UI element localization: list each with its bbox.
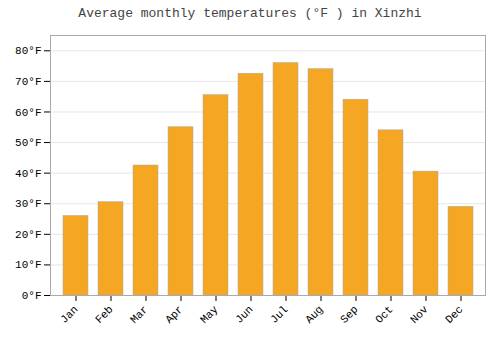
svg-text:Dec: Dec [443, 303, 465, 325]
svg-text:20°F: 20°F [15, 229, 41, 241]
html-text:Average monthly temperatures (: Average monthly temperatures (°F ) in Xi… [78, 6, 422, 21]
svg-text:Oct: Oct [373, 303, 395, 325]
svg-text:10°F: 10°F [15, 259, 41, 271]
svg-text:40°F: 40°F [15, 168, 41, 180]
svg-text:Jul: Jul [268, 303, 290, 325]
svg-text:Jan: Jan [58, 303, 80, 325]
svg-text:Jun: Jun [233, 303, 255, 325]
svg-text:Feb: Feb [93, 303, 115, 325]
svg-text:Nov: Nov [408, 303, 431, 326]
svg-text:Mar: Mar [128, 303, 150, 325]
svg-text:May: May [198, 303, 221, 326]
svg-text:70°F: 70°F [15, 76, 41, 88]
svg-text:Sep: Sep [338, 303, 360, 325]
svg-text:30°F: 30°F [15, 198, 41, 210]
svg-text:Aug: Aug [303, 303, 325, 325]
svg-text:60°F: 60°F [15, 106, 41, 118]
svg-text:50°F: 50°F [15, 137, 41, 149]
svg-text:0°F: 0°F [22, 290, 42, 302]
svg-text:80°F: 80°F [15, 45, 41, 57]
svg-text:Apr: Apr [163, 303, 185, 325]
